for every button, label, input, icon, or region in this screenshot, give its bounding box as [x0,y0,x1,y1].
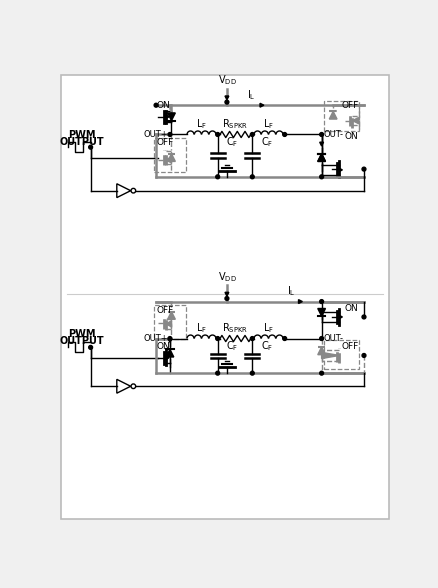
Circle shape [319,336,323,340]
Circle shape [88,346,92,349]
Circle shape [154,103,158,107]
Circle shape [282,132,286,136]
Text: C$_{\rm F}$: C$_{\rm F}$ [226,135,238,149]
Circle shape [319,132,323,136]
Polygon shape [166,349,173,357]
Circle shape [250,132,254,136]
Circle shape [224,296,228,300]
Text: PWM: PWM [68,131,95,141]
Text: L$_{\rm F}$: L$_{\rm F}$ [196,117,206,131]
Polygon shape [259,103,263,107]
Circle shape [215,175,219,179]
Polygon shape [166,157,171,163]
Polygon shape [166,356,169,359]
Circle shape [215,336,219,340]
Polygon shape [317,153,325,162]
Text: I$_{\rm L}$: I$_{\rm L}$ [286,285,295,299]
Text: R$_{\rm SPKR}$: R$_{\rm SPKR}$ [222,321,248,335]
Circle shape [168,132,171,136]
Circle shape [319,300,323,303]
Polygon shape [317,153,325,162]
Polygon shape [225,292,228,296]
Bar [323,101,359,131]
Circle shape [319,371,323,375]
Polygon shape [298,300,302,303]
Polygon shape [167,153,175,162]
Text: I$_{\rm L}$: I$_{\rm L}$ [246,88,255,102]
Circle shape [361,315,365,319]
Text: C$_{\rm F}$: C$_{\rm F}$ [260,135,272,149]
Text: ON: ON [156,342,170,352]
Polygon shape [225,96,228,100]
Text: R$_{\rm SPKR}$: R$_{\rm SPKR}$ [222,117,248,131]
Circle shape [361,353,365,358]
Circle shape [131,188,135,193]
Polygon shape [167,312,175,319]
Bar [153,305,186,339]
Text: OUT-: OUT- [322,334,343,343]
Bar [153,138,186,172]
Text: PWM: PWM [68,329,95,339]
Polygon shape [168,339,171,342]
Text: OFF: OFF [156,138,173,148]
Polygon shape [328,111,336,119]
Circle shape [250,175,254,179]
Polygon shape [317,347,325,355]
Polygon shape [166,321,171,327]
Text: OFF: OFF [341,342,358,352]
Text: OUTPUT: OUTPUT [60,137,104,147]
Circle shape [224,100,228,104]
Text: C$_{\rm F}$: C$_{\rm F}$ [226,339,238,353]
Circle shape [282,336,286,340]
Text: OUT+: OUT+ [143,334,168,343]
Polygon shape [319,142,323,146]
Text: V$_{\rm DD}$: V$_{\rm DD}$ [217,270,236,284]
Text: C$_{\rm F}$: C$_{\rm F}$ [260,339,272,353]
Circle shape [250,336,254,340]
Text: L$_{\rm F}$: L$_{\rm F}$ [262,117,273,131]
Circle shape [215,371,219,375]
Circle shape [168,336,171,340]
Circle shape [319,175,323,179]
Text: OFF: OFF [341,101,358,111]
Polygon shape [339,168,342,172]
Circle shape [250,371,254,375]
Text: ON: ON [344,132,358,141]
Text: V$_{\rm DD}$: V$_{\rm DD}$ [217,74,236,88]
Circle shape [215,132,219,136]
Polygon shape [352,118,358,123]
Circle shape [361,167,365,171]
Polygon shape [321,352,339,359]
Text: OFF: OFF [156,306,173,315]
Text: ON: ON [156,101,170,110]
Polygon shape [339,315,342,319]
Bar [323,340,359,369]
Text: OUT+: OUT+ [143,130,168,139]
Text: L$_{\rm F}$: L$_{\rm F}$ [196,321,206,335]
Polygon shape [167,113,175,121]
Text: OUT-: OUT- [322,130,343,139]
Polygon shape [117,183,131,198]
Text: OUTPUT: OUTPUT [60,336,104,346]
Polygon shape [317,309,325,316]
Polygon shape [117,379,131,393]
Polygon shape [166,115,169,118]
Text: L$_{\rm F}$: L$_{\rm F}$ [262,321,273,335]
Circle shape [131,384,135,389]
Text: ON: ON [344,304,358,313]
Circle shape [88,145,92,149]
